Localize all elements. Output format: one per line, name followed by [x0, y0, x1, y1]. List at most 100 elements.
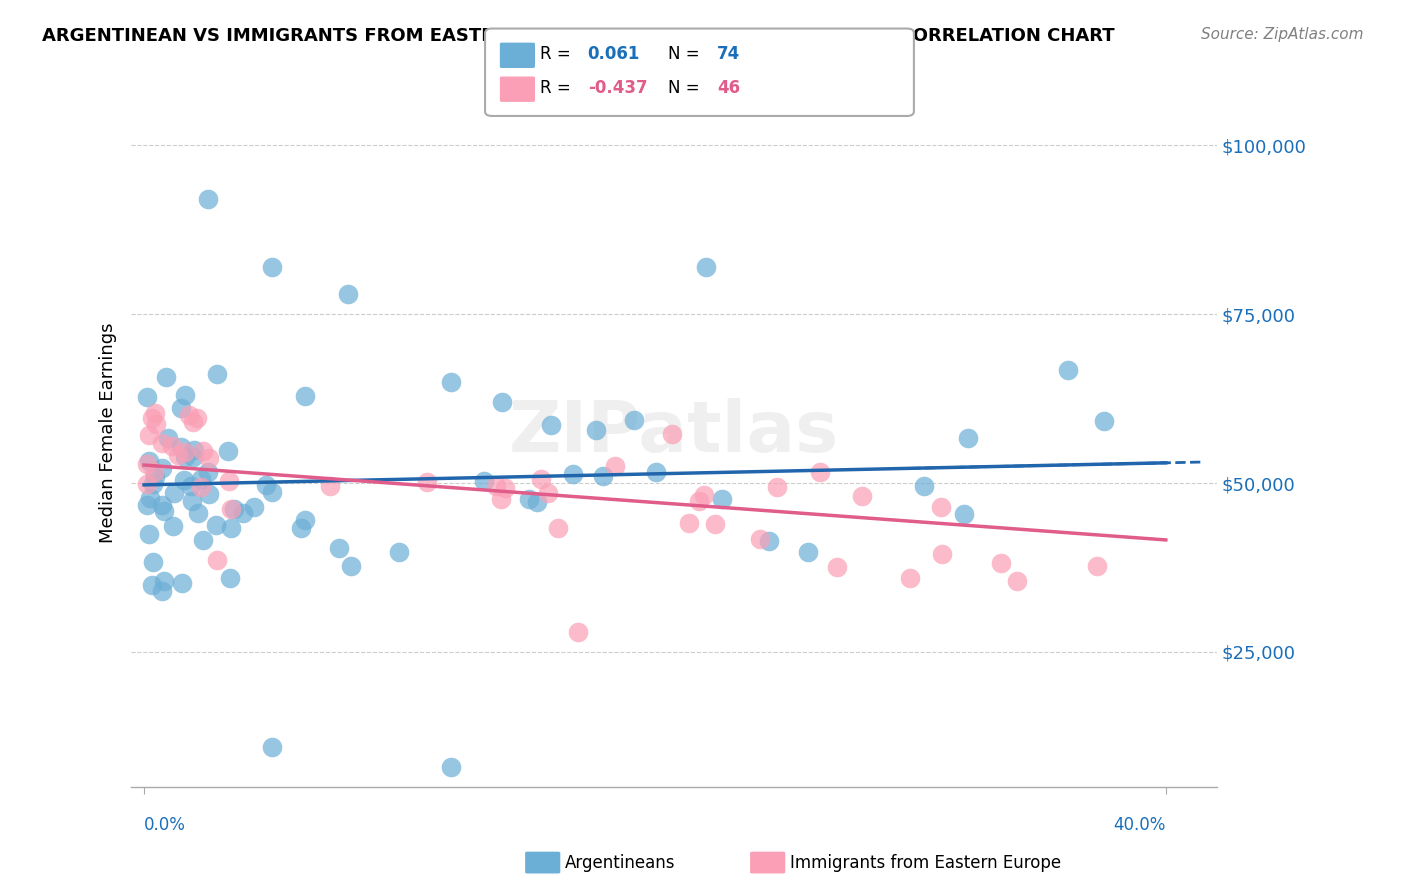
- Point: [489, 492, 512, 507]
- Point: [537, 486, 560, 500]
- Point: [530, 472, 553, 486]
- Point: [187, 506, 209, 520]
- Text: 0.061: 0.061: [588, 45, 640, 63]
- Text: R =: R =: [540, 79, 571, 97]
- Point: [139, 491, 162, 505]
- Point: [221, 501, 243, 516]
- Point: [319, 478, 342, 492]
- Point: [198, 450, 221, 465]
- Point: [153, 504, 176, 518]
- Point: [150, 436, 173, 450]
- Point: [260, 485, 283, 500]
- Point: [645, 465, 668, 479]
- Point: [163, 486, 186, 500]
- Point: [603, 459, 626, 474]
- Point: [912, 479, 935, 493]
- Point: [150, 499, 173, 513]
- Point: [337, 286, 360, 301]
- Y-axis label: Median Female Earnings: Median Female Earnings: [100, 322, 117, 542]
- Point: [851, 489, 873, 503]
- Point: [170, 576, 193, 591]
- Point: [494, 481, 516, 495]
- Point: [592, 468, 614, 483]
- Point: [990, 557, 1012, 571]
- Point: [138, 427, 160, 442]
- Point: [221, 520, 243, 534]
- Point: [205, 367, 228, 381]
- Point: [388, 545, 411, 559]
- Point: [825, 560, 848, 574]
- Text: ZIPatlas: ZIPatlas: [509, 398, 839, 467]
- Point: [150, 584, 173, 599]
- Point: [181, 494, 204, 508]
- Point: [704, 516, 727, 531]
- Point: [191, 533, 214, 547]
- Point: [929, 500, 952, 515]
- Point: [142, 477, 165, 491]
- Point: [181, 415, 204, 429]
- Point: [190, 472, 212, 486]
- Point: [197, 465, 219, 479]
- Point: [758, 534, 780, 549]
- Point: [218, 475, 240, 489]
- Point: [138, 454, 160, 468]
- Point: [808, 465, 831, 479]
- Point: [294, 389, 316, 403]
- Point: [472, 474, 495, 488]
- Point: [150, 461, 173, 475]
- Point: [170, 401, 193, 415]
- Point: [135, 390, 157, 404]
- Point: [290, 521, 312, 535]
- Point: [186, 410, 208, 425]
- Text: Source: ZipAtlas.com: Source: ZipAtlas.com: [1201, 27, 1364, 42]
- Point: [711, 491, 734, 506]
- Point: [198, 486, 221, 500]
- Point: [585, 423, 607, 437]
- Point: [143, 407, 166, 421]
- Point: [1005, 574, 1028, 589]
- Point: [162, 519, 184, 533]
- Text: ARGENTINEAN VS IMMIGRANTS FROM EASTERN EUROPE MEDIAN FEMALE EARNINGS CORRELATION: ARGENTINEAN VS IMMIGRANTS FROM EASTERN E…: [42, 27, 1115, 45]
- Point: [294, 513, 316, 527]
- Text: N =: N =: [668, 79, 699, 97]
- Point: [695, 260, 717, 274]
- Point: [254, 477, 277, 491]
- Point: [517, 492, 540, 507]
- Point: [170, 440, 193, 454]
- Point: [688, 494, 710, 508]
- Point: [142, 555, 165, 569]
- Text: 0.0%: 0.0%: [143, 816, 186, 834]
- Point: [1085, 559, 1108, 574]
- Point: [416, 475, 439, 489]
- Point: [567, 624, 589, 639]
- Point: [260, 260, 283, 274]
- Point: [561, 467, 583, 481]
- Point: [191, 444, 214, 458]
- Point: [547, 521, 569, 535]
- Point: [797, 545, 820, 559]
- Point: [181, 450, 204, 464]
- Point: [217, 444, 239, 458]
- Point: [135, 498, 157, 512]
- Point: [898, 571, 921, 585]
- Point: [540, 418, 562, 433]
- Point: [183, 443, 205, 458]
- Point: [135, 457, 157, 471]
- Point: [155, 369, 177, 384]
- Point: [138, 527, 160, 541]
- Text: N =: N =: [668, 45, 699, 63]
- Point: [143, 470, 166, 484]
- Point: [141, 578, 163, 592]
- Point: [205, 553, 228, 567]
- Point: [174, 388, 197, 402]
- Point: [661, 426, 683, 441]
- Point: [953, 507, 976, 521]
- Point: [957, 432, 980, 446]
- Point: [339, 559, 361, 574]
- Point: [143, 465, 166, 479]
- Point: [439, 375, 461, 389]
- Text: 40.0%: 40.0%: [1114, 816, 1166, 834]
- Point: [748, 532, 770, 546]
- Point: [439, 760, 461, 774]
- Point: [180, 479, 202, 493]
